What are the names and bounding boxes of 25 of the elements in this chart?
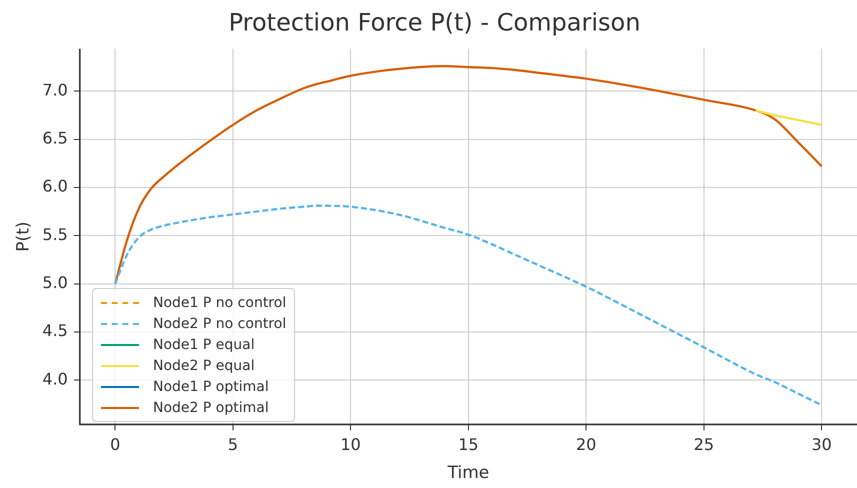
- y-tick-label: 7.0: [42, 80, 68, 100]
- y-tick-label: 4.5: [42, 321, 68, 340]
- legend-label: Node1 P no control: [153, 294, 286, 310]
- legend-label: Node1 P optimal: [153, 378, 269, 394]
- y-tick-label: 6.0: [42, 176, 68, 196]
- line-series: [114, 65, 823, 285]
- x-tick-label: 20: [576, 435, 596, 454]
- y-axis-title: P(t): [14, 222, 34, 252]
- x-tick-label: 10: [340, 435, 361, 454]
- y-tick-label: 5.5: [42, 224, 68, 244]
- x-tick-label: 25: [694, 435, 714, 454]
- y-tick-label: 6.5: [42, 128, 68, 148]
- line-series: [754, 109, 823, 126]
- x-axis-title: Time: [446, 463, 490, 484]
- legend-label: Node1 P equal: [153, 336, 255, 352]
- y-tick-label: 4.0: [42, 369, 68, 388]
- chart-title: Protection Force P(t) - Comparison: [228, 8, 640, 37]
- legend-label: Node2 P equal: [153, 358, 255, 374]
- x-tick-label: 30: [811, 435, 832, 454]
- x-tick-label: 15: [458, 435, 479, 454]
- x-tick-label: 5: [228, 435, 238, 454]
- legend-label: Node2 P no control: [153, 316, 286, 332]
- legend-label: Node2 P optimal: [153, 400, 269, 416]
- y-tick-label: 5.0: [42, 272, 68, 292]
- x-tick-label: 0: [110, 435, 120, 454]
